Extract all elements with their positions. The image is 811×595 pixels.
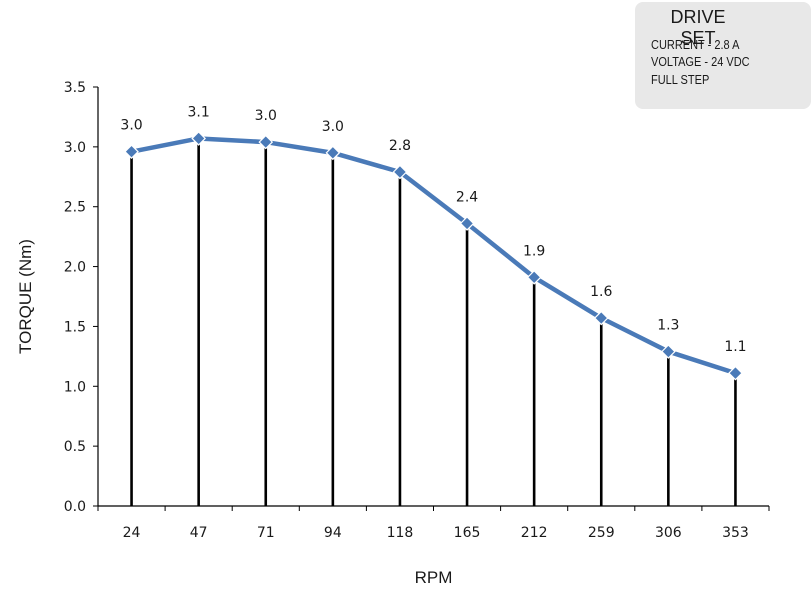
x-tick-label: 24: [123, 525, 141, 541]
drive-current-setting: CURRENT - 2.8 A: [651, 38, 740, 52]
x-tick-label: 165: [454, 525, 481, 541]
data-label: 3.1: [188, 104, 210, 120]
y-tick-label: 1.5: [64, 319, 86, 335]
y-axis-title: TORQUE (Nm): [16, 239, 35, 354]
y-tick-label: 1.0: [64, 379, 86, 395]
data-label: 3.0: [255, 108, 277, 124]
drive-settings-box: DRIVE SET CURRENT - 2.8 A VOLTAGE - 24 V…: [635, 2, 811, 109]
x-tick-label: 71: [257, 525, 275, 541]
drive-step-mode: FULL STEP: [651, 73, 710, 87]
y-tick-label: 3.0: [64, 140, 86, 156]
data-point-marker: [593, 310, 609, 326]
drive-settings-title: DRIVE SET: [670, 7, 726, 48]
x-tick-label: 353: [722, 525, 749, 541]
data-label: 1.3: [657, 318, 679, 334]
data-point-marker: [392, 164, 408, 180]
x-tick-label: 47: [190, 525, 208, 541]
y-tick-label: 0.0: [64, 499, 86, 515]
x-tick-label: 306: [655, 525, 682, 541]
data-point-marker: [325, 145, 341, 161]
x-tick-label: 212: [521, 525, 548, 541]
data-point-marker: [526, 269, 542, 285]
data-label: 3.0: [322, 119, 344, 135]
data-point-marker: [191, 131, 206, 146]
x-axis-title: RPM: [415, 568, 453, 587]
data-label: 1.1: [724, 339, 746, 355]
data-label: 3.0: [120, 118, 142, 134]
x-tick-label: 94: [324, 525, 342, 541]
torque-series-line: [129, 136, 738, 376]
x-tick-label: 118: [387, 525, 414, 541]
data-label: 1.6: [590, 284, 612, 300]
y-tick-label: 3.5: [64, 80, 86, 96]
data-label: 2.4: [456, 189, 478, 205]
drive-voltage-setting: VOLTAGE - 24 VDC: [651, 55, 750, 69]
data-point-marker: [459, 216, 475, 231]
data-point-marker: [728, 365, 743, 381]
x-tick-label: 259: [588, 525, 615, 541]
data-point-marker: [258, 134, 274, 150]
y-tick-label: 2.0: [64, 260, 86, 276]
y-tick-label: 2.5: [64, 200, 86, 216]
data-point-marker: [124, 144, 139, 159]
data-point-marker: [661, 344, 676, 359]
y-tick-label: 0.5: [64, 439, 86, 455]
data-label: 1.9: [523, 243, 545, 259]
data-label: 2.8: [389, 138, 411, 154]
